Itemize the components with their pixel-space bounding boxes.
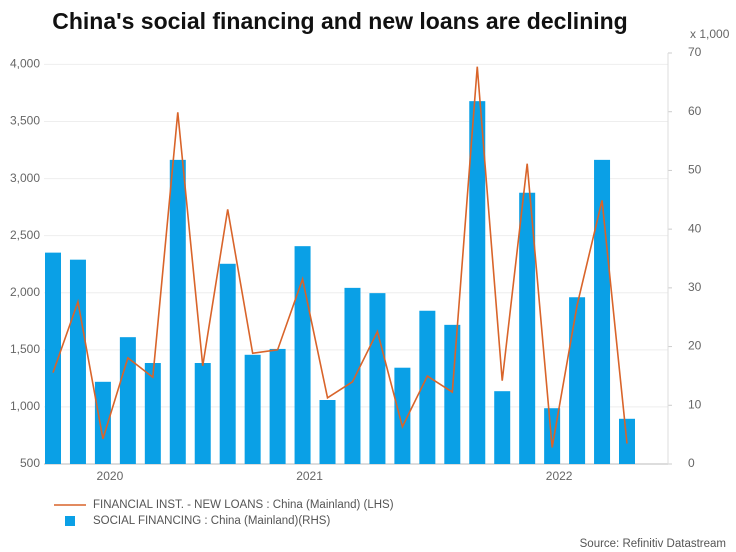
y2-tick-label: 0 bbox=[688, 456, 695, 470]
y-tick-label: 3,000 bbox=[10, 171, 40, 185]
source: Source: Refinitiv Datastream bbox=[580, 538, 726, 550]
y-tick-label: 4,000 bbox=[10, 57, 40, 71]
legend-label: FINANCIAL INST. - NEW LOANS : China (Mai… bbox=[93, 499, 394, 511]
y2-tick-label: 10 bbox=[688, 397, 702, 411]
bar bbox=[244, 354, 261, 464]
y-tick-label: 500 bbox=[20, 456, 40, 470]
bar bbox=[69, 259, 86, 464]
legend-label: SOCIAL FINANCING : China (Mainland)(RHS) bbox=[93, 515, 330, 527]
y-tick-label: 2,500 bbox=[10, 228, 40, 242]
y2-tick-label: 40 bbox=[688, 221, 702, 235]
bar bbox=[94, 381, 111, 464]
bar bbox=[45, 252, 61, 464]
bar bbox=[444, 324, 461, 464]
legend-swatch bbox=[65, 516, 75, 526]
bar bbox=[394, 367, 411, 464]
bar bbox=[569, 297, 586, 464]
bar bbox=[469, 101, 486, 464]
bar bbox=[169, 159, 186, 465]
bar bbox=[119, 337, 136, 464]
y2-tick-label: 50 bbox=[688, 163, 702, 177]
y2-tick-label: 60 bbox=[688, 104, 702, 118]
bar bbox=[519, 192, 536, 465]
bar bbox=[219, 263, 236, 464]
chart-title: China's social financing and new loans a… bbox=[52, 8, 627, 34]
y-tick-label: 1,000 bbox=[10, 399, 40, 413]
y2-unit: x 1,000 bbox=[690, 27, 730, 41]
y2-tick-label: 30 bbox=[688, 280, 702, 294]
y-tick-label: 2,000 bbox=[10, 285, 40, 299]
y-tick-label: 3,500 bbox=[10, 114, 40, 128]
bar bbox=[319, 400, 336, 464]
bar bbox=[369, 293, 386, 464]
bar bbox=[194, 363, 211, 464]
y2-tick-label: 70 bbox=[688, 45, 702, 59]
x-tick-label: 2020 bbox=[97, 469, 124, 483]
bar bbox=[144, 363, 161, 464]
line bbox=[52, 66, 628, 448]
bar bbox=[419, 310, 436, 464]
bar bbox=[269, 348, 286, 464]
bar bbox=[344, 287, 361, 464]
bar bbox=[494, 391, 511, 464]
y2-tick-label: 20 bbox=[688, 339, 702, 353]
x-tick-label: 2021 bbox=[296, 469, 323, 483]
x-tick-label: 2022 bbox=[546, 469, 573, 483]
y-tick-label: 1,500 bbox=[10, 342, 40, 356]
